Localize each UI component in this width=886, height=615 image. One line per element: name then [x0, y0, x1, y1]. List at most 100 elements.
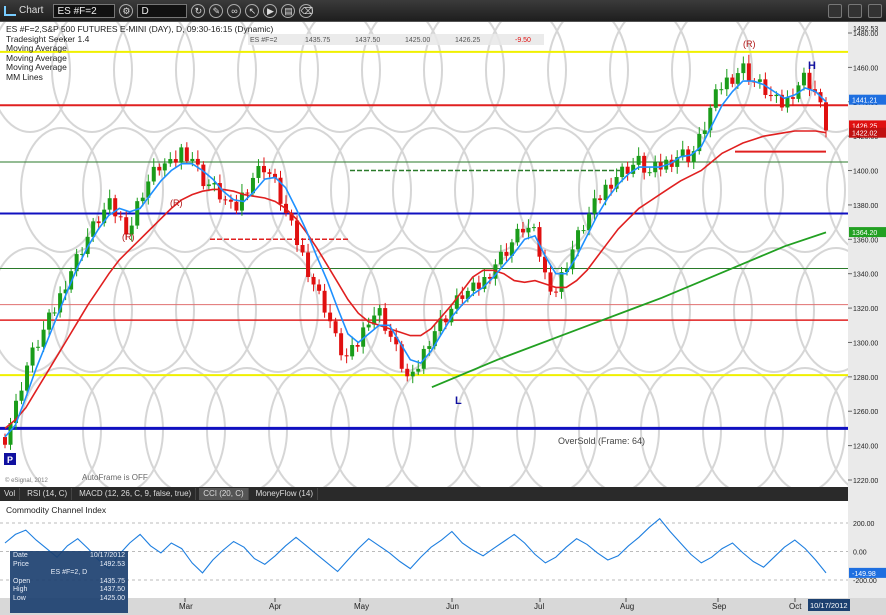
- candle-body: [212, 183, 217, 185]
- candle-body: [642, 155, 647, 173]
- info-date: 10/17/2012: [89, 552, 125, 559]
- candle-body: [47, 312, 52, 330]
- bg-circle: [764, 367, 846, 487]
- play-icon[interactable]: ▶: [263, 3, 278, 18]
- candle-body: [416, 368, 421, 372]
- candle-body: [295, 220, 300, 245]
- background-circles: [0, 22, 848, 487]
- settings-icon[interactable]: ⚙: [119, 3, 134, 18]
- refresh-icon[interactable]: ↻: [191, 3, 206, 18]
- time-axis: Mar Apr May Jun Jul Aug Sep Oct 10/17/2012: [179, 598, 850, 611]
- info-date-label: Date: [13, 552, 28, 559]
- candle-body: [790, 97, 795, 99]
- candle-body: [355, 344, 360, 347]
- price-tag-green-bg: [849, 227, 886, 238]
- bg-circle: [826, 134, 848, 246]
- bg-circle: [485, 22, 567, 133]
- draw-pencil-icon[interactable]: ✎: [209, 3, 224, 18]
- candle-body: [603, 184, 608, 201]
- bg-circle: [330, 127, 412, 253]
- indicator-tabs: Vol RSI (14, C) MACD (12, 26, C, 9, fals…: [0, 487, 848, 501]
- month-label: Apr: [269, 602, 282, 611]
- price-axis-bg: [848, 22, 886, 598]
- candle-body: [228, 199, 233, 202]
- cci-tick-label: 0.00: [853, 550, 867, 557]
- candle-body: [774, 94, 779, 97]
- tab-rsi[interactable]: RSI (14, C): [23, 488, 73, 500]
- close-button[interactable]: [868, 4, 882, 18]
- candle-body: [680, 149, 685, 158]
- moving-averages: [4, 80, 827, 438]
- candle-body: [576, 230, 581, 250]
- tab-vol[interactable]: Vol: [0, 488, 21, 500]
- candle-body: [587, 213, 592, 231]
- cci-tag-bg: [849, 567, 886, 578]
- time-axis-bg: [0, 598, 886, 615]
- candle-body: [289, 213, 294, 221]
- price-tick-label: 1220.00: [853, 478, 878, 485]
- eraser-icon[interactable]: ⌫: [299, 3, 314, 18]
- candle-body: [476, 282, 481, 289]
- cci-title: Commodity Channel Index: [6, 505, 107, 515]
- interval-input[interactable]: D: [137, 3, 188, 18]
- month-label: Mar: [179, 602, 193, 611]
- minimize-button[interactable]: [828, 4, 842, 18]
- candle-body: [515, 228, 520, 243]
- tab-macd[interactable]: MACD (12, 26, C, 9, false, true): [75, 488, 197, 500]
- candle-body: [52, 312, 57, 314]
- cci-axis: 200.00 0.00 -200.00-149.98: [849, 521, 886, 585]
- price-tag-blue: 1441.21: [852, 98, 877, 105]
- candle-body: [372, 315, 377, 325]
- bg-circle: [175, 247, 257, 373]
- candle-body: [118, 216, 123, 218]
- legend-line-mm: MM Lines: [6, 71, 43, 82]
- window-title-text: Chart: [19, 5, 44, 16]
- candle-body: [763, 79, 768, 95]
- price-tick-label: 1240.00: [853, 444, 878, 451]
- candle-body: [361, 327, 366, 347]
- candle-body: [410, 371, 415, 377]
- legend-line-symbol: ES #F=2,S&P 500 FUTURES E-MINI (DAY), D,…: [6, 24, 274, 34]
- bg-circle: [578, 367, 660, 487]
- maximize-button[interactable]: [848, 4, 862, 18]
- price-tick-label: 1460.00: [853, 65, 878, 72]
- cursor-icon[interactable]: ↖: [245, 3, 260, 18]
- bg-circle: [392, 367, 474, 487]
- print-icon[interactable]: ▤: [281, 3, 296, 18]
- candle-body: [399, 344, 404, 369]
- candle-body: [592, 198, 597, 214]
- candle-body: [113, 198, 118, 217]
- info-high: 1437.50: [99, 586, 125, 594]
- month-label: Oct: [789, 602, 802, 611]
- candle-body: [311, 276, 316, 285]
- candle-body: [36, 346, 41, 348]
- tab-moneyflow[interactable]: MoneyFlow (14): [252, 488, 318, 500]
- price-tick-label: 1380.00: [853, 203, 878, 210]
- cci-tick-label: 200.00: [853, 521, 875, 528]
- link-icon[interactable]: ∞: [227, 3, 242, 18]
- ma-red-line: [4, 130, 827, 430]
- candle-body: [162, 163, 167, 171]
- candle-body: [520, 228, 525, 233]
- bg-circle: [671, 22, 753, 133]
- candle-body: [779, 94, 784, 108]
- bg-circle: [826, 374, 848, 486]
- annotation-high: H: [808, 60, 816, 72]
- candle-body: [41, 329, 46, 347]
- month-label: Aug: [620, 602, 634, 611]
- mm-lines: [0, 50, 848, 430]
- bg-circle: [578, 127, 660, 253]
- candle-body: [719, 89, 724, 91]
- candle-body: [636, 155, 641, 165]
- legend-line-ma1: Moving Average: [6, 43, 67, 53]
- bg-circle: [20, 367, 102, 487]
- info-low: 1425.00: [99, 594, 125, 602]
- candle-body: [30, 347, 35, 366]
- price-tick-label: 1320.00: [853, 306, 878, 313]
- bg-circle: [268, 367, 350, 487]
- symbol-input[interactable]: ES #F=2: [53, 3, 116, 18]
- bg-circle: [609, 247, 691, 373]
- bg-circle: [299, 22, 381, 133]
- bg-circle: [733, 22, 815, 133]
- tab-cci[interactable]: CCI (20, C): [199, 488, 249, 500]
